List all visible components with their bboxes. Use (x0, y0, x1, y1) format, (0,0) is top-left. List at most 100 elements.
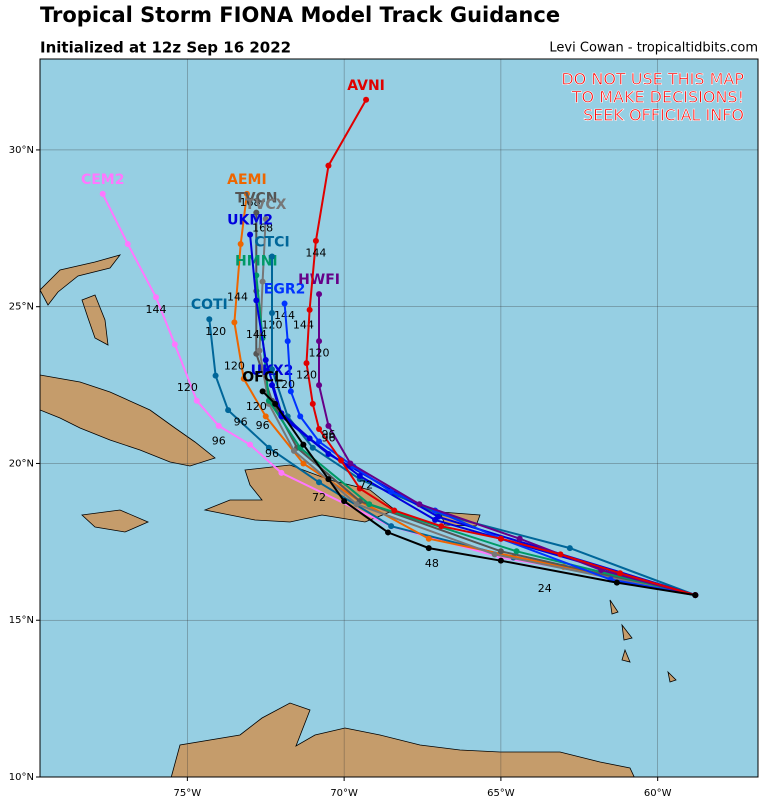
track-name: UKM2 (227, 213, 273, 229)
lesser-antilles (609, 599, 677, 683)
track-point (243, 190, 250, 197)
track-name: CTCI (254, 235, 289, 251)
track-point (316, 338, 323, 345)
track-point (325, 422, 332, 429)
hour-label: 120 (274, 378, 295, 391)
lon-tick-label: 75°W (174, 788, 202, 799)
cuba (40, 374, 216, 467)
track-point (356, 473, 363, 480)
hour-label: 168 (240, 196, 261, 209)
track-point (253, 209, 260, 216)
track-point (237, 240, 244, 247)
track-point (391, 507, 398, 514)
track-point (225, 407, 232, 414)
lon-tick-label: 65°W (487, 788, 515, 799)
track-point (325, 476, 332, 483)
track-point (325, 451, 332, 458)
track-point (281, 300, 288, 307)
track-point (231, 319, 238, 326)
track-point (247, 231, 254, 238)
track-name: HMNI (235, 253, 278, 269)
track-name: OFCL (242, 369, 283, 385)
track-point (269, 366, 276, 373)
track-point (259, 388, 266, 395)
hour-label: 144 (293, 319, 314, 332)
track-name: AEMI (227, 172, 267, 188)
track-point (497, 548, 504, 555)
hour-label: 168 (252, 221, 273, 234)
hour-label: 96 (234, 416, 248, 429)
track-point (215, 422, 222, 429)
track-point (613, 579, 620, 586)
track-point (309, 444, 316, 451)
track-point (337, 457, 344, 464)
track-point (262, 356, 269, 363)
track-point (193, 397, 200, 404)
lat-tick-label: 10°N (9, 772, 34, 783)
track-point (435, 513, 442, 520)
lon-tick-label: 70°W (330, 788, 358, 799)
hour-label: 144 (146, 303, 167, 316)
track-line (258, 218, 696, 597)
track-point (316, 425, 323, 432)
subtitle: Initialized at 12z Sep 16 2022 (40, 39, 291, 57)
track-point (153, 294, 160, 301)
hour-label: 24 (538, 582, 552, 595)
hour-label: 120 (177, 381, 198, 394)
track-point (287, 388, 294, 395)
south-america (170, 702, 635, 777)
warning-line: SEEK OFFICIAL INFO (583, 106, 744, 125)
bahamas (81, 294, 109, 346)
track-point (262, 413, 269, 420)
track-point (99, 190, 106, 197)
track-point (425, 545, 432, 552)
track-point (388, 488, 395, 495)
track-point (171, 341, 178, 348)
track-point (416, 501, 423, 508)
jamaica (81, 509, 150, 533)
track-name: TVCN (235, 191, 277, 207)
track-point (206, 316, 213, 323)
warning-line: TO MAKE DECISIONS! (571, 88, 744, 107)
hour-label: 96 (256, 419, 270, 432)
florida (40, 254, 122, 306)
track-point (272, 400, 279, 407)
lat-tick-label: 25°N (9, 302, 34, 313)
track-point (513, 548, 520, 555)
track-point (385, 529, 392, 536)
grid: 75°W 70°W 65°W 60°W 10°N 15°N 20°N 25°N 30°N (9, 59, 758, 799)
track-point (347, 460, 354, 467)
track-point (284, 338, 291, 345)
track-name: CEM2 (81, 172, 125, 188)
track-point (312, 237, 319, 244)
track-point (212, 372, 219, 379)
lon-tick-label: 60°W (644, 788, 672, 799)
hour-label: 72 (312, 491, 326, 504)
hour-label: 120 (205, 325, 226, 338)
track-point (124, 240, 131, 247)
track-point (306, 306, 313, 313)
land (40, 254, 677, 777)
track-point (259, 278, 266, 285)
lat-tick-label: 30°N (9, 145, 34, 156)
track-name: HWFI (298, 272, 340, 288)
track-point (366, 501, 373, 508)
track-point (425, 535, 432, 542)
track-name: TVCX (245, 197, 287, 213)
credit: Levi Cowan - tropicaltidbits.com (549, 41, 758, 56)
track-point (491, 551, 498, 558)
track-point (297, 413, 304, 420)
track-name: COTI (191, 297, 228, 313)
hour-label: 96 (265, 447, 279, 460)
track-point (497, 557, 504, 564)
hour-label: 96 (321, 431, 335, 444)
track-point (325, 162, 332, 169)
title: Tropical Storm FIONA Model Track Guidanc… (40, 3, 560, 27)
hour-label: 120 (296, 369, 317, 382)
hour-label: 144 (227, 290, 248, 303)
track-point (278, 469, 285, 476)
track-point (341, 498, 348, 505)
track-line (101, 193, 696, 597)
track-point (265, 444, 272, 451)
